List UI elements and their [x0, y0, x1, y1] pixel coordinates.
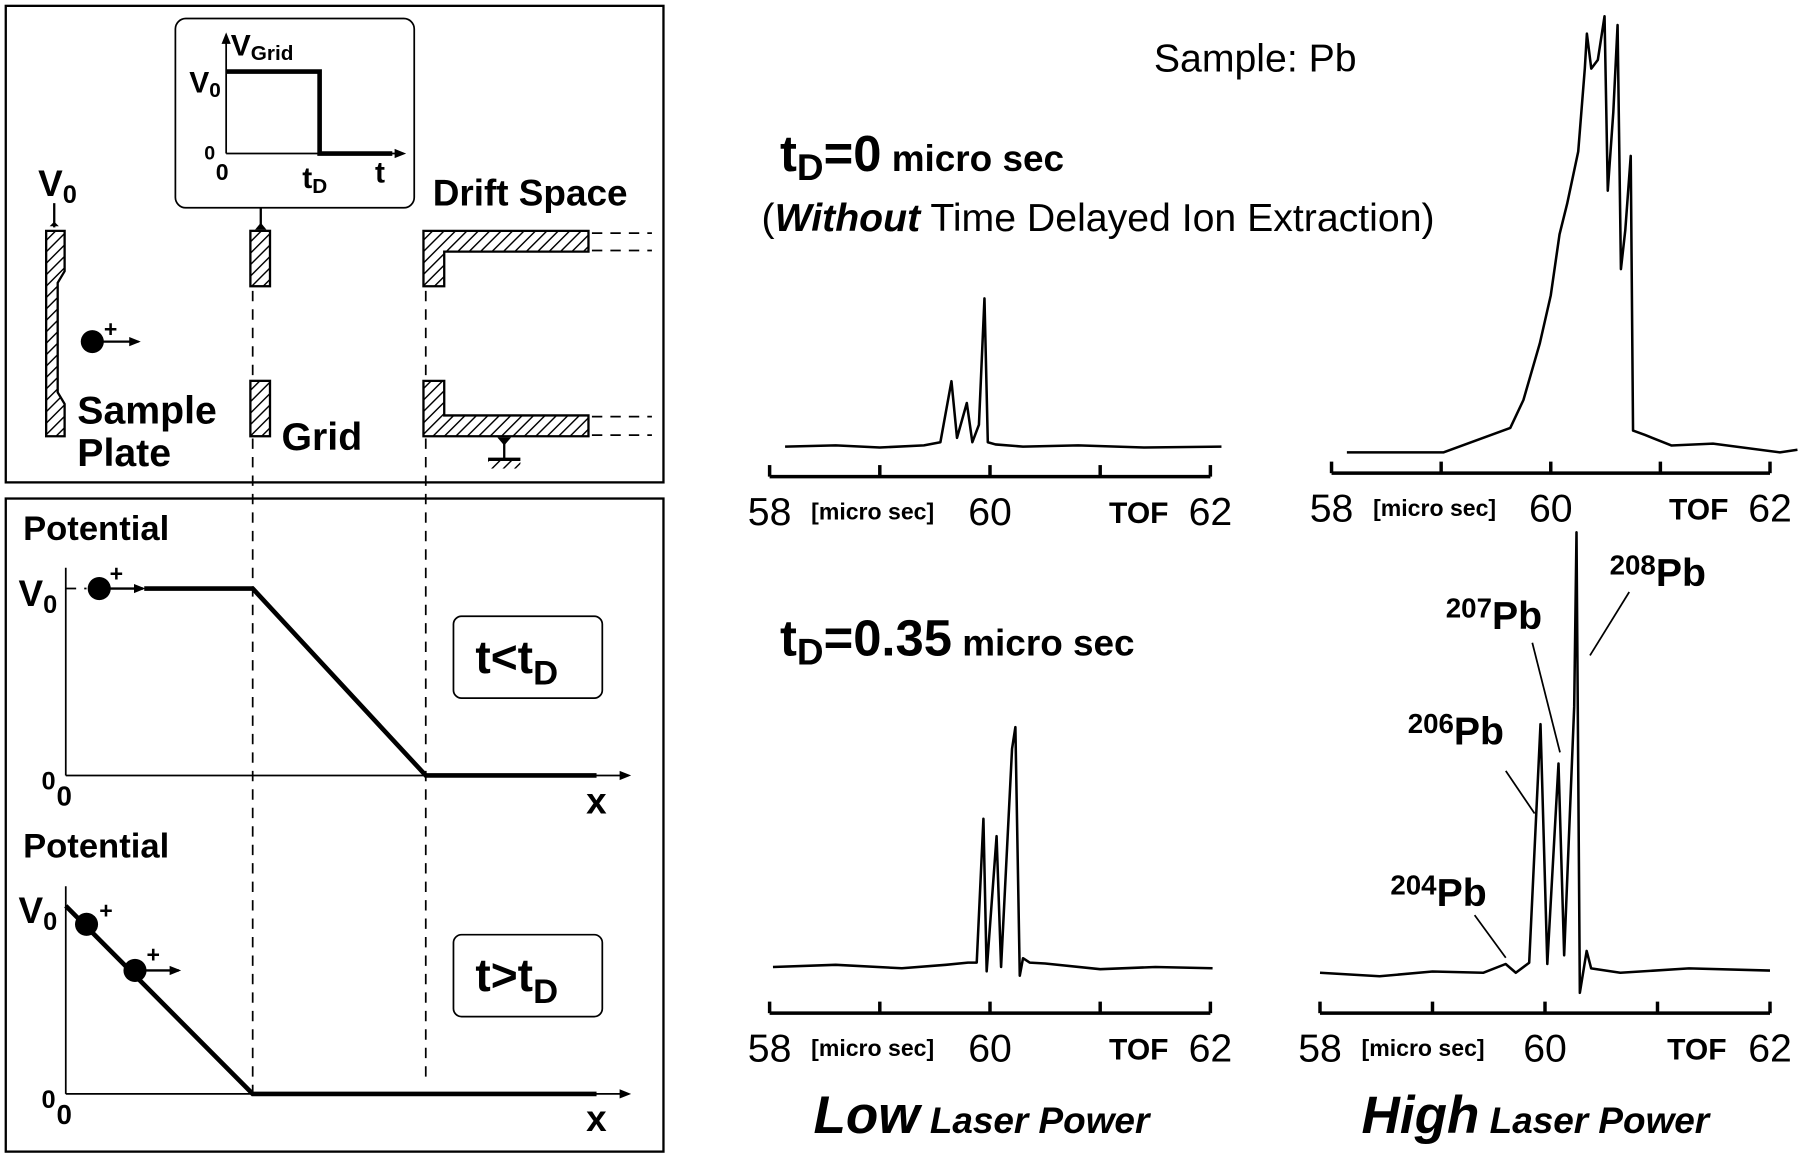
isotope-leader-line — [1473, 914, 1507, 959]
ion-icon: + — [87, 561, 146, 601]
spectrum-trace — [785, 297, 1222, 449]
potential-curve — [144, 586, 597, 778]
x-axis-label: x — [586, 781, 607, 822]
inset-td-label: tD — [302, 162, 327, 198]
ion-icon: + — [75, 898, 113, 936]
inset-t-label: t — [375, 156, 385, 189]
isotope-label-207: 207Pb — [1446, 592, 1542, 638]
condition-box — [452, 933, 604, 1018]
potential-label: Potential — [23, 827, 169, 865]
vgrid-label: VGrid — [231, 29, 294, 65]
sample-plate: V0 Sample Plate — [38, 163, 217, 475]
ground-icon — [488, 437, 521, 469]
spectrum-low-td0: 58 60 62 [micro sec] TOF — [748, 297, 1233, 534]
inset-origin-label: 00 — [204, 142, 228, 185]
td035-heading: tD=0.35 micro sec — [780, 609, 1135, 672]
x-axis-name: TOF — [1109, 1033, 1168, 1066]
spectra-labels: Sample: Pb tD=0 micro sec (Without Time … — [762, 37, 1712, 1146]
tick-label: 60 — [1523, 1027, 1567, 1071]
grid-voltage-inset: VGrid V0 00 tD t — [174, 17, 416, 209]
tick-label: 60 — [968, 1027, 1012, 1071]
ion-icon: + — [80, 316, 141, 354]
tick-label: 62 — [1189, 1027, 1233, 1071]
svg-text:+: + — [147, 941, 160, 967]
x-axis-unit-label: [micro sec] — [811, 1035, 934, 1061]
spectrum-trace — [1346, 14, 1798, 454]
tick-label: 58 — [748, 490, 792, 534]
tick-label: 62 — [1748, 1027, 1792, 1071]
schematic-frame — [4, 4, 665, 484]
tof-spectra: 58 60 62 [micro sec] TOF 58 60 62 [micro sec] TOF… — [748, 14, 1798, 1071]
x-axis-name: TOF — [1667, 1033, 1726, 1066]
x-axis-name: TOF — [1669, 493, 1728, 526]
svg-text:+: + — [110, 561, 123, 587]
x-axis-name: TOF — [1109, 497, 1168, 530]
tick-label: 62 — [1748, 487, 1792, 531]
plate-v0-label: V0 — [38, 163, 77, 209]
isotope-label-206: 206Pb — [1408, 708, 1504, 754]
x-axis-unit-label: [micro sec] — [1362, 1035, 1485, 1061]
v0-label: V0 — [18, 573, 57, 619]
low-power-label: Low Laser Power — [813, 1086, 1151, 1145]
potential-label: Potential — [23, 510, 169, 548]
isotope-leader-line — [1531, 642, 1561, 753]
apparatus-schematic: VGrid V0 00 tD t V0 Sample Plate + — [4, 4, 665, 1094]
x-axis-unit-label: [micro sec] — [811, 498, 934, 524]
tick-label: 58 — [1310, 487, 1354, 531]
high-power-label: High Laser Power — [1362, 1086, 1712, 1145]
spectrum-high-td0: 58 60 62 [micro sec] TOF — [1310, 14, 1798, 531]
origin-label: 00 — [42, 767, 72, 811]
v0-label: V0 — [18, 890, 57, 936]
potential-frame — [4, 497, 665, 1153]
tick-label: 58 — [1298, 1027, 1342, 1071]
svg-text:+: + — [99, 898, 112, 924]
isotope-leader-line — [1505, 770, 1536, 815]
x-axis-unit-label: [micro sec] — [1373, 495, 1496, 521]
potential-plot-before-td: Potential V0 + 00 x t<tD — [18, 510, 632, 822]
inset-v0-label: V0 — [189, 66, 221, 102]
drift-tube: Drift Space — [422, 172, 652, 1085]
condition-label: t<tD — [475, 631, 558, 693]
spectrum-trace — [1319, 530, 1771, 995]
isotope-label-208: 208Pb — [1610, 550, 1706, 596]
potential-plots: Potential V0 + 00 x t<tD Potential V0 — [4, 497, 665, 1153]
tick-label: 60 — [1529, 487, 1573, 531]
condition-box — [452, 615, 604, 700]
spectrum-low-td035: 58 60 62 [micro sec] TOF — [748, 725, 1233, 1071]
ion-icon: + — [123, 941, 182, 982]
isotope-label-204: 204Pb — [1390, 869, 1486, 915]
sample-title: Sample: Pb — [1154, 37, 1357, 81]
grid-label: Grid — [282, 415, 363, 459]
potential-plot-after-td: Potential V0 + + 00 x t>tD — [18, 827, 632, 1139]
origin-label: 00 — [42, 1086, 72, 1130]
tick-label: 62 — [1189, 490, 1233, 534]
x-axis-label: x — [586, 1098, 607, 1139]
isotope-leader-line — [1589, 591, 1630, 656]
tick-label: 60 — [968, 490, 1012, 534]
condition-label: t>tD — [475, 949, 558, 1011]
td0-heading: tD=0 micro sec — [780, 125, 1064, 188]
spectrum-trace — [772, 725, 1213, 978]
without-note: (Without Time Delayed Ion Extraction) — [762, 196, 1435, 240]
spectrum-high-td035: 58 60 62 [micro sec] TOF 204Pb 206Pb 207Pb 208Pb — [1298, 530, 1792, 1071]
svg-text:+: + — [104, 316, 117, 342]
sample-label: Sample — [77, 389, 217, 433]
grid-electrode: Grid — [249, 207, 363, 1094]
tick-label: 58 — [748, 1027, 792, 1071]
grid-voltage-step — [226, 69, 393, 156]
plate-label: Plate — [77, 431, 171, 475]
drift-space-label: Drift Space — [433, 172, 628, 213]
